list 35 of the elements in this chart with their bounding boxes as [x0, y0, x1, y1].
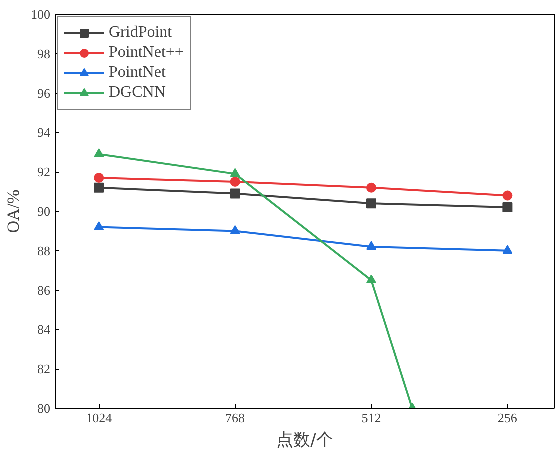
point: [230, 226, 240, 234]
y-tick-label: 92: [38, 164, 50, 180]
point: [366, 241, 376, 250]
point: [366, 274, 376, 284]
point: [366, 182, 376, 193]
point: [94, 182, 104, 193]
y-tick-label: 98: [38, 46, 50, 62]
legend-label: DGCNN: [109, 84, 166, 102]
point: [94, 222, 104, 230]
y-axis-title: OA/%: [4, 190, 23, 234]
y-tick-label: 86: [38, 282, 51, 298]
legend-label: GridPoint: [109, 24, 172, 42]
y-tick-label: 84: [38, 322, 51, 338]
y-tick-label: 82: [38, 362, 50, 377]
y-tick-label: 88: [38, 243, 50, 258]
point: [94, 173, 104, 183]
point: [230, 176, 240, 187]
point: [502, 245, 513, 254]
y-tick-label: 80: [38, 401, 50, 416]
point: [502, 202, 513, 213]
y-tick-label: 100: [31, 7, 50, 22]
x-tick-label: 1024: [86, 410, 113, 426]
point: [502, 190, 513, 201]
x-tick-label: 512: [362, 410, 382, 426]
x-tick-label: 256: [498, 410, 518, 426]
x-axis-title: 点数/个: [276, 430, 334, 450]
point: [366, 198, 376, 209]
y-tick-label: 94: [38, 125, 51, 140]
legend-label: PointNet: [109, 64, 166, 82]
point: [230, 168, 240, 178]
x-tick-label: 768: [226, 410, 246, 426]
y-tick-label: 90: [38, 204, 50, 219]
point: [230, 188, 240, 199]
y-tick-label: 96: [38, 86, 51, 101]
legend-label: PointNet++: [109, 44, 184, 62]
